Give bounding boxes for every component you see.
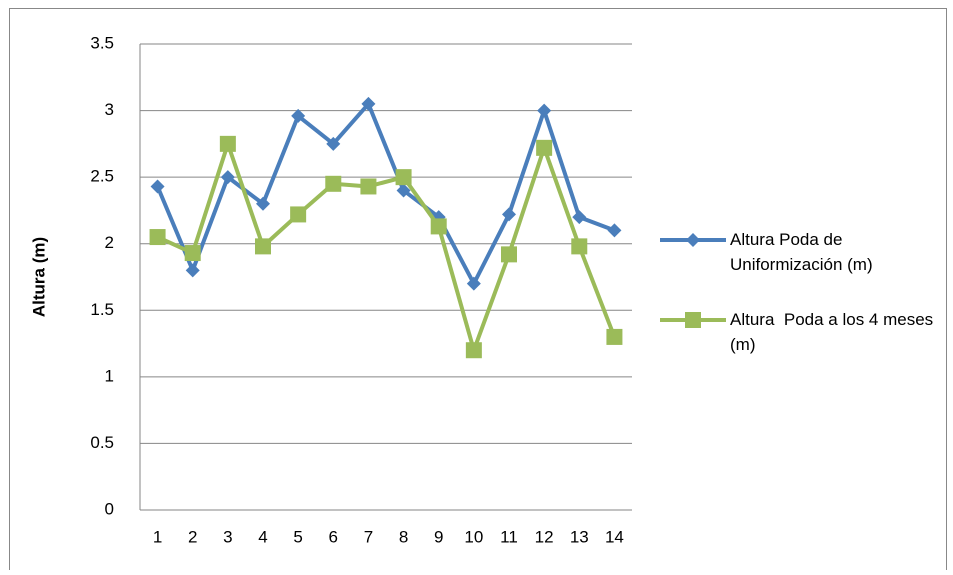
x-tick-label: 11	[500, 527, 518, 546]
legend-text-box: Altura Poda de Uniformización (m)	[730, 230, 873, 274]
x-tick-label: 9	[434, 527, 443, 546]
data-point	[326, 136, 341, 151]
chart-frame	[9, 8, 947, 575]
data-point	[502, 207, 516, 222]
data-point	[395, 169, 412, 186]
data-point	[571, 238, 588, 255]
legend-text-box: Altura Poda a los 4 meses (m)	[730, 310, 938, 354]
x-tick-label: 14	[605, 527, 624, 546]
x-tick-label: 13	[570, 527, 589, 546]
y-tick-label: 2	[105, 233, 114, 252]
data-point	[536, 139, 553, 156]
data-point	[607, 223, 622, 238]
legend-marker	[686, 233, 700, 247]
series-line	[156, 141, 617, 353]
data-point	[360, 178, 377, 195]
y-axis-label: Altura (m)	[29, 237, 48, 317]
x-tick-label: 3	[223, 527, 232, 546]
legend-label: Altura Poda de Uniformización (m)	[730, 230, 873, 274]
y-tick-label: 1	[105, 366, 114, 385]
x-tick-label: 8	[399, 527, 408, 546]
data-point	[256, 196, 270, 211]
data-point	[537, 103, 552, 118]
data-point	[430, 218, 447, 235]
x-tick-label: 10	[464, 527, 483, 546]
y-tick-label: 2.5	[90, 167, 114, 186]
data-point	[465, 342, 482, 359]
data-point	[149, 229, 166, 246]
series-line	[155, 101, 616, 286]
data-point	[219, 135, 236, 152]
y-tick-label: 3.5	[90, 33, 114, 52]
data-point	[290, 206, 307, 223]
data-point	[361, 96, 376, 111]
y-tick-label: 0	[105, 499, 114, 518]
data-point	[466, 276, 481, 291]
x-tick-label: 4	[258, 527, 267, 546]
data-point	[150, 179, 165, 194]
legend-label: Altura Poda a los 4 meses (m)	[730, 310, 938, 354]
data-point	[572, 210, 587, 225]
data-point	[184, 245, 201, 262]
data-point	[606, 328, 623, 345]
legend-marker	[685, 312, 701, 328]
y-tick-label: 1.5	[90, 300, 114, 319]
data-point	[325, 175, 342, 192]
data-point	[396, 183, 411, 198]
data-point	[185, 263, 200, 278]
x-tick-label: 6	[329, 527, 338, 546]
data-point	[501, 246, 517, 263]
x-tick-label: 2	[188, 527, 197, 546]
x-tick-label: 7	[364, 527, 373, 546]
y-tick-label: 0.5	[90, 433, 114, 452]
x-tick-label: 1	[153, 527, 162, 546]
data-point	[255, 238, 271, 255]
x-tick-label: 12	[535, 527, 554, 546]
data-point	[220, 170, 235, 185]
y-tick-label: 3	[105, 100, 114, 119]
x-tick-label: 5	[293, 527, 302, 546]
data-point	[291, 108, 306, 123]
